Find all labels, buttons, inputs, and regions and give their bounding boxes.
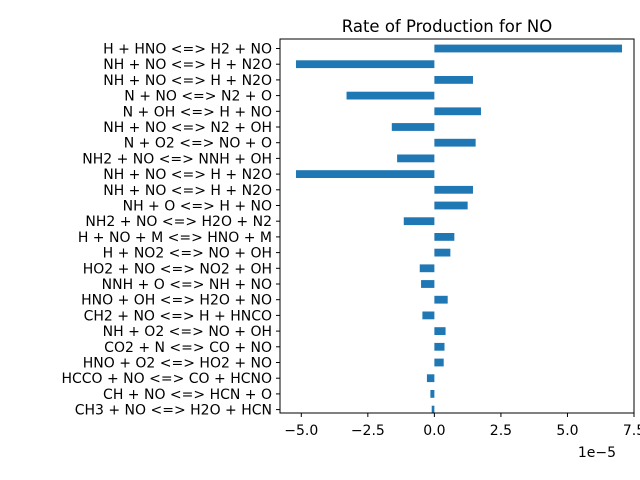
x-tick-label: −5.0: [284, 423, 318, 439]
y-tick-label: NH + O <=> H + NO: [123, 199, 272, 215]
y-tick-label: CH2 + NO <=> H + HNCO: [84, 308, 272, 324]
x-tick-label: 2.5: [490, 423, 512, 439]
y-tick-label: NH + NO <=> H + N2O: [103, 73, 272, 89]
y-tick-label: HCCO + NO <=> CO + HCNO: [61, 371, 272, 387]
chart-title: Rate of Production for NO: [342, 17, 553, 36]
x-axis-offset-text: 1e−5: [578, 445, 616, 461]
bar: [430, 390, 435, 398]
y-tick-label: HO2 + NO <=> NO2 + OH: [83, 261, 272, 277]
y-tick-label: NH + NO <=> H + N2O: [103, 183, 272, 199]
y-tick-label: CH + NO <=> HCN + O: [103, 387, 272, 403]
bar: [434, 295, 448, 304]
y-tick-label: HNO + OH <=> H2O + NO: [81, 293, 272, 309]
y-tick-label: NNH + O <=> NH + NO: [102, 277, 272, 293]
x-tick-label: 0.0: [423, 423, 445, 439]
bar: [434, 76, 473, 84]
y-tick-label: NH + NO <=> H + N2O: [103, 167, 272, 183]
x-tick-label: 7.5: [623, 423, 640, 439]
y-tick-label: CO2 + N <=> CO + NO: [104, 340, 272, 356]
bar: [422, 311, 435, 320]
bar: [434, 248, 451, 257]
bar: [391, 123, 435, 131]
bar: [434, 358, 444, 367]
bar: [421, 280, 435, 288]
y-tick-label: HNO + O2 <=> HO2 + NO: [83, 356, 272, 372]
x-tick-label: 5.0: [556, 423, 578, 439]
bar: [295, 170, 435, 178]
bar: [434, 185, 473, 194]
bar: [434, 201, 468, 210]
bar: [295, 60, 435, 69]
bar: [397, 154, 435, 163]
y-tick-label: NH2 + NO <=> H2O + N2: [85, 214, 272, 230]
y-tick-label: N + OH <=> H + NO: [123, 104, 272, 120]
y-tick-label: N + NO <=> N2 + O: [124, 89, 272, 105]
bar: [434, 327, 446, 335]
plot-frame: [279, 38, 635, 414]
y-tick-label: N + O2 <=> NO + O: [124, 136, 272, 152]
x-ticks: −5.0 −2.5 0.0 2.5 5.0 7.5: [284, 413, 640, 439]
x-tick-label: −2.5: [351, 423, 385, 439]
bars-group: [295, 44, 623, 414]
bar: [434, 233, 455, 241]
y-tick-label: NH2 + NO <=> NNH + OH: [82, 151, 272, 167]
bar: [426, 374, 435, 383]
bar: [419, 264, 435, 273]
y-tick-label: CH3 + NO <=> H2O + HCN: [75, 403, 272, 419]
bar: [346, 91, 435, 100]
y-tick-label: H + HNO <=> H2 + NO: [103, 42, 272, 58]
bar: [434, 107, 481, 116]
bar: [403, 217, 435, 226]
bar: [434, 44, 623, 53]
y-tick-label: NH + O2 <=> NO + OH: [103, 324, 272, 340]
bar: [431, 405, 435, 414]
bar: [434, 138, 476, 147]
y-tick-label: NH + NO <=> N2 + OH: [103, 120, 272, 136]
y-tick-label: H + NO2 <=> NO + OH: [103, 246, 272, 262]
bar: [434, 342, 445, 351]
y-tick-label: NH + NO <=> H + N2O: [103, 57, 272, 73]
y-tick-label: H + NO + M <=> HNO + M: [78, 230, 272, 246]
